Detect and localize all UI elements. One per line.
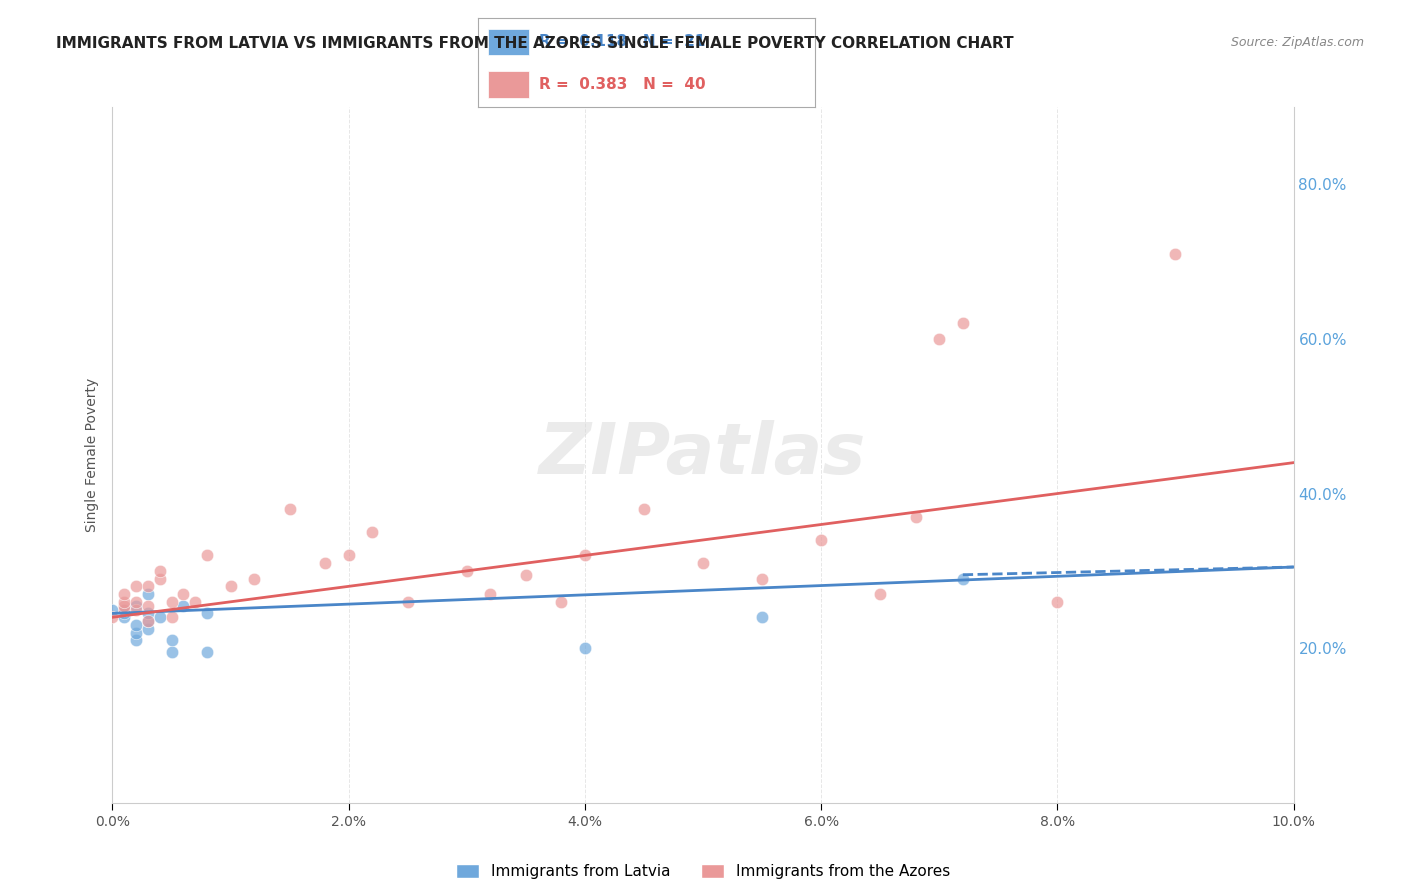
Text: ZIPatlas: ZIPatlas (540, 420, 866, 490)
Point (314, 556, 336, 570)
Point (112, 602, 135, 616)
Point (928, 332, 950, 346)
Point (125, 618, 148, 632)
Point (125, 625, 148, 640)
Point (136, 599, 159, 613)
Point (160, 645, 183, 659)
Point (751, 572, 773, 586)
Point (243, 572, 266, 586)
Point (149, 610, 172, 624)
Point (101, 610, 124, 624)
Point (172, 587, 194, 601)
Point (112, 599, 135, 613)
Point (633, 502, 655, 516)
Point (125, 595, 148, 609)
Point (550, 595, 572, 609)
Text: R =  0.383   N =  40: R = 0.383 N = 40 (538, 78, 706, 92)
Point (456, 564, 478, 578)
Point (160, 633, 183, 648)
FancyBboxPatch shape (488, 71, 529, 98)
Point (515, 567, 537, 582)
Point (112, 595, 135, 609)
Point (125, 602, 148, 616)
Point (337, 549, 360, 563)
Point (160, 610, 183, 624)
Text: R =  0.118   N =  21: R = 0.118 N = 21 (538, 35, 706, 49)
Point (869, 587, 891, 601)
Point (101, 602, 124, 616)
Point (361, 525, 384, 540)
Point (952, 317, 974, 331)
Point (1164, 247, 1187, 261)
Text: Source: ZipAtlas.com: Source: ZipAtlas.com (1230, 36, 1364, 49)
Point (692, 556, 714, 570)
Point (574, 641, 596, 656)
Point (136, 607, 159, 621)
Text: IMMIGRANTS FROM LATVIA VS IMMIGRANTS FROM THE AZORES SINGLE FEMALE POVERTY CORRE: IMMIGRANTS FROM LATVIA VS IMMIGRANTS FRO… (56, 36, 1014, 51)
Y-axis label: Single Female Poverty: Single Female Poverty (84, 378, 98, 532)
Point (751, 610, 773, 624)
Point (125, 579, 148, 593)
Point (195, 645, 218, 659)
Point (952, 572, 974, 586)
Point (149, 564, 172, 578)
Point (172, 599, 194, 613)
Point (479, 587, 502, 601)
Legend: Immigrants from Latvia, Immigrants from the Azores: Immigrants from Latvia, Immigrants from … (450, 858, 956, 886)
Point (112, 610, 135, 624)
Point (160, 595, 183, 609)
Point (149, 572, 172, 586)
Point (112, 602, 135, 616)
Point (184, 595, 207, 609)
Point (396, 595, 419, 609)
Point (136, 587, 159, 601)
Point (278, 502, 301, 516)
Point (219, 579, 242, 593)
Point (125, 599, 148, 613)
Point (136, 614, 159, 628)
Point (195, 549, 218, 563)
FancyBboxPatch shape (488, 29, 529, 55)
Point (136, 579, 159, 593)
Point (1046, 595, 1069, 609)
Point (136, 614, 159, 628)
Point (195, 607, 218, 621)
Point (136, 622, 159, 636)
Point (112, 587, 135, 601)
Point (904, 509, 927, 524)
Point (810, 533, 832, 547)
Point (574, 549, 596, 563)
Point (125, 633, 148, 648)
Point (112, 607, 135, 621)
